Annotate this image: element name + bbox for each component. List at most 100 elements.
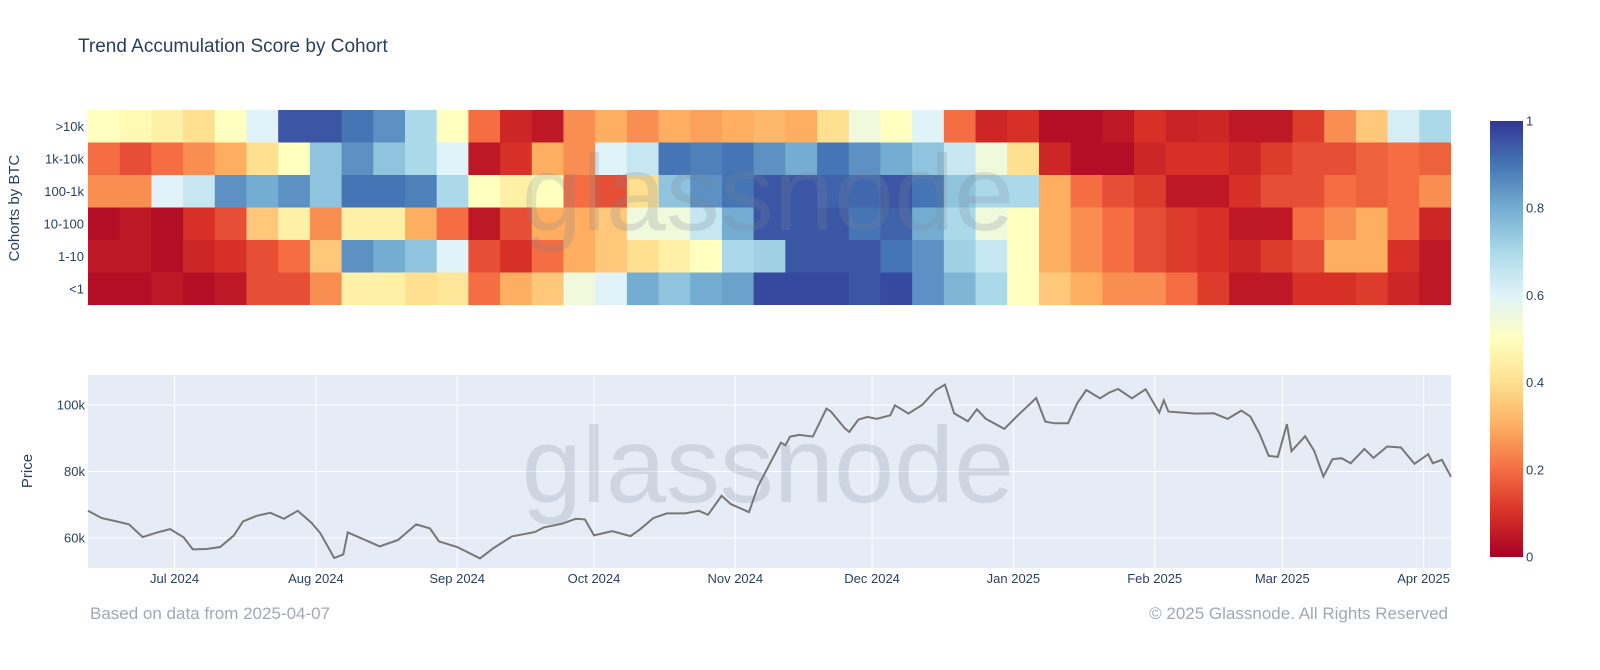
x-tick: Apr 2025 bbox=[1397, 571, 1450, 586]
heatmap-cell bbox=[1260, 240, 1294, 273]
heatmap-cell bbox=[531, 175, 565, 208]
heatmap-cell bbox=[1165, 207, 1199, 241]
heatmap-cell bbox=[626, 175, 660, 208]
heatmap-cell bbox=[88, 175, 121, 208]
heatmap-cell bbox=[626, 240, 660, 273]
heatmap-cell bbox=[912, 142, 945, 176]
heatmap-cell bbox=[436, 142, 469, 176]
heatmap-cell bbox=[1387, 142, 1420, 176]
heatmap-cell bbox=[595, 142, 628, 176]
heatmap-cell bbox=[1229, 142, 1262, 176]
heatmap-cell bbox=[1038, 207, 1072, 241]
heatmap-cell bbox=[183, 110, 216, 143]
heatmap-cell bbox=[500, 110, 533, 143]
heatmap-cell bbox=[1165, 142, 1199, 176]
heatmap-cell bbox=[912, 207, 945, 241]
heatmap-cell bbox=[436, 110, 469, 143]
heatmap-cell bbox=[1419, 207, 1451, 241]
heatmap-cell bbox=[817, 240, 850, 273]
heatmap-cell bbox=[309, 272, 343, 305]
heatmap-cell bbox=[404, 272, 438, 305]
heatmap-cell bbox=[1165, 175, 1199, 208]
heatmap-cell bbox=[1355, 207, 1389, 241]
heatmap-row-label: 100-1k bbox=[44, 184, 84, 199]
heatmap-cell bbox=[531, 272, 565, 305]
heatmap-cell bbox=[1165, 110, 1199, 143]
heatmap-cell bbox=[721, 110, 755, 143]
heatmap-cell bbox=[341, 175, 374, 208]
heatmap-cell bbox=[500, 240, 533, 273]
heatmap-cell bbox=[214, 110, 248, 143]
heatmap-cell bbox=[531, 207, 565, 241]
heatmap-cell bbox=[1038, 142, 1072, 176]
heatmap-cell bbox=[436, 207, 469, 241]
heatmap-cell bbox=[531, 142, 565, 176]
heatmap-cell bbox=[1197, 207, 1230, 241]
heatmap-cell bbox=[943, 272, 977, 305]
heatmap-cell bbox=[1070, 110, 1103, 143]
heatmap-cell bbox=[817, 272, 850, 305]
heatmap-cell bbox=[1007, 175, 1040, 208]
heatmap-cell bbox=[943, 110, 977, 143]
heatmap-cell bbox=[1292, 142, 1325, 176]
heatmap-cell bbox=[531, 110, 565, 143]
heatmap-cell bbox=[753, 272, 786, 305]
heatmap-cell bbox=[214, 240, 248, 273]
heatmap-row-label: 10-100 bbox=[44, 216, 84, 231]
heatmap-cell bbox=[753, 207, 786, 241]
heatmap-cell bbox=[436, 175, 469, 208]
heatmap-cell bbox=[373, 207, 406, 241]
heatmap-cell bbox=[1038, 272, 1072, 305]
heatmap-cell bbox=[214, 175, 248, 208]
heatmap-cell bbox=[341, 110, 374, 143]
heatmap-cell bbox=[119, 207, 152, 241]
heatmap-cell bbox=[943, 175, 977, 208]
heatmap-cell bbox=[1070, 207, 1103, 241]
colorbar-tick: 0.4 bbox=[1526, 375, 1544, 390]
heatmap-cell bbox=[595, 240, 628, 273]
heatmap-cell bbox=[404, 110, 438, 143]
heatmap-cell bbox=[1070, 240, 1103, 273]
chart-title: Trend Accumulation Score by Cohort bbox=[78, 36, 388, 57]
x-tick: Feb 2025 bbox=[1127, 571, 1182, 586]
heatmap-cell bbox=[1292, 110, 1325, 143]
heatmap-cell bbox=[1387, 110, 1420, 143]
heatmap-cell bbox=[721, 272, 755, 305]
heatmap-cell bbox=[1197, 110, 1230, 143]
heatmap-cell bbox=[1229, 175, 1262, 208]
heatmap-cell bbox=[119, 240, 152, 273]
heatmap-cell bbox=[88, 110, 121, 143]
x-tick: Dec 2024 bbox=[844, 571, 900, 586]
heatmap-cell bbox=[88, 142, 121, 176]
heatmap-cell bbox=[1197, 142, 1230, 176]
heatmap-cell bbox=[912, 272, 945, 305]
heatmap-cell bbox=[1007, 110, 1040, 143]
heatmap-cell bbox=[404, 142, 438, 176]
heatmap-cell bbox=[563, 240, 596, 273]
x-tick-labels: Jul 2024 Aug 2024 Sep 2024 Oct 2024 Nov 2024… bbox=[150, 571, 1450, 586]
heatmap-cell bbox=[975, 142, 1008, 176]
heatmap-cell bbox=[1038, 240, 1072, 273]
heatmap-cell bbox=[880, 142, 913, 176]
heatmap-cell bbox=[436, 240, 469, 273]
heatmap-cell bbox=[563, 110, 596, 143]
colorbar-tick-labels: 0 0.2 0.4 0.6 0.8 1 bbox=[1526, 114, 1544, 565]
heatmap-cell bbox=[468, 142, 501, 176]
heatmap-cell bbox=[1324, 272, 1357, 305]
heatmap-cell bbox=[1102, 175, 1135, 208]
heatmap-cell bbox=[1324, 110, 1357, 143]
heatmap-cell bbox=[943, 142, 977, 176]
heatmap-cell bbox=[658, 207, 691, 241]
heatmap-cell bbox=[309, 207, 343, 241]
x-tick: Nov 2024 bbox=[707, 571, 763, 586]
heatmap-cell bbox=[1324, 207, 1357, 241]
heatmap-cell bbox=[278, 240, 311, 273]
heatmap-cell bbox=[309, 142, 343, 176]
heatmap-cell bbox=[1324, 175, 1357, 208]
heatmap-cell bbox=[1292, 240, 1325, 273]
heatmap-cell bbox=[468, 240, 501, 273]
heatmap-cell bbox=[690, 110, 723, 143]
heatmap-cell bbox=[721, 175, 755, 208]
heatmap-cell bbox=[119, 142, 152, 176]
heatmap-cell bbox=[1260, 110, 1294, 143]
